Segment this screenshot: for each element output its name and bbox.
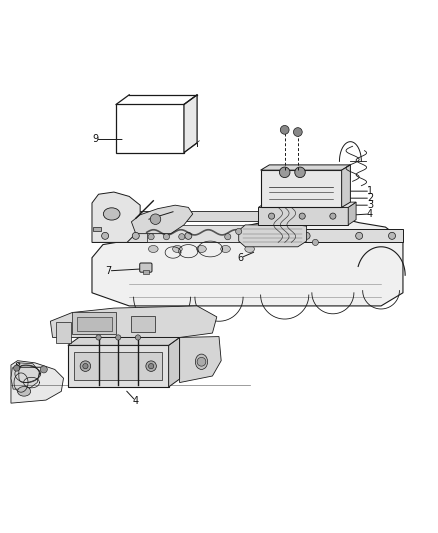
Circle shape (96, 335, 101, 340)
Circle shape (197, 358, 206, 366)
Circle shape (268, 213, 275, 219)
Polygon shape (169, 337, 180, 387)
Bar (129, 211, 322, 221)
Bar (68, 345, 169, 387)
Polygon shape (68, 337, 180, 345)
Bar (93, 227, 101, 231)
Circle shape (40, 366, 47, 373)
Circle shape (225, 233, 231, 240)
Circle shape (132, 232, 139, 239)
Circle shape (303, 232, 310, 239)
Bar (258, 207, 348, 225)
Polygon shape (184, 95, 197, 152)
Ellipse shape (221, 246, 230, 253)
Polygon shape (92, 216, 403, 306)
Text: 1: 1 (367, 186, 373, 196)
Text: 5: 5 (135, 220, 141, 230)
Ellipse shape (197, 246, 206, 253)
Ellipse shape (148, 246, 158, 253)
Circle shape (330, 213, 336, 219)
Bar (131, 316, 155, 332)
Ellipse shape (245, 246, 254, 253)
FancyBboxPatch shape (140, 263, 152, 272)
Polygon shape (11, 361, 64, 403)
Polygon shape (147, 225, 258, 243)
Bar (72, 312, 116, 334)
Circle shape (280, 125, 289, 134)
Text: 4: 4 (133, 396, 139, 406)
Text: 8: 8 (14, 362, 21, 372)
Bar (92, 229, 403, 243)
Circle shape (80, 361, 91, 372)
Circle shape (242, 232, 249, 239)
Ellipse shape (18, 386, 31, 396)
Polygon shape (258, 202, 356, 207)
Ellipse shape (195, 354, 208, 369)
Circle shape (163, 233, 170, 240)
Polygon shape (131, 205, 193, 233)
Circle shape (14, 365, 20, 371)
Polygon shape (239, 225, 307, 247)
Circle shape (150, 214, 161, 224)
Bar (261, 170, 342, 207)
Circle shape (148, 233, 154, 240)
Text: 3: 3 (367, 200, 373, 210)
Ellipse shape (103, 208, 120, 220)
Circle shape (179, 233, 185, 240)
Circle shape (146, 361, 156, 372)
Circle shape (293, 128, 302, 136)
Circle shape (279, 167, 290, 177)
Polygon shape (92, 192, 140, 243)
Ellipse shape (173, 246, 182, 253)
Circle shape (102, 232, 109, 239)
Circle shape (83, 364, 88, 369)
Circle shape (236, 229, 242, 235)
Polygon shape (180, 336, 221, 383)
Circle shape (135, 335, 141, 340)
Polygon shape (342, 165, 350, 207)
Circle shape (356, 232, 363, 239)
Bar (77, 317, 112, 331)
Circle shape (116, 335, 121, 340)
Circle shape (299, 213, 305, 219)
Circle shape (389, 232, 396, 239)
Circle shape (148, 364, 154, 369)
Text: 7: 7 (106, 266, 112, 276)
Polygon shape (348, 202, 356, 225)
Polygon shape (50, 306, 217, 337)
Text: 6: 6 (238, 253, 244, 263)
Polygon shape (261, 165, 350, 170)
Text: 4: 4 (367, 209, 373, 219)
Bar (74, 352, 162, 381)
Bar (56, 322, 71, 343)
Text: 2: 2 (367, 193, 373, 203)
Circle shape (312, 239, 318, 246)
Circle shape (185, 232, 192, 239)
Bar (143, 270, 149, 273)
Text: 9: 9 (92, 134, 99, 144)
Polygon shape (11, 363, 39, 389)
Circle shape (295, 167, 305, 177)
